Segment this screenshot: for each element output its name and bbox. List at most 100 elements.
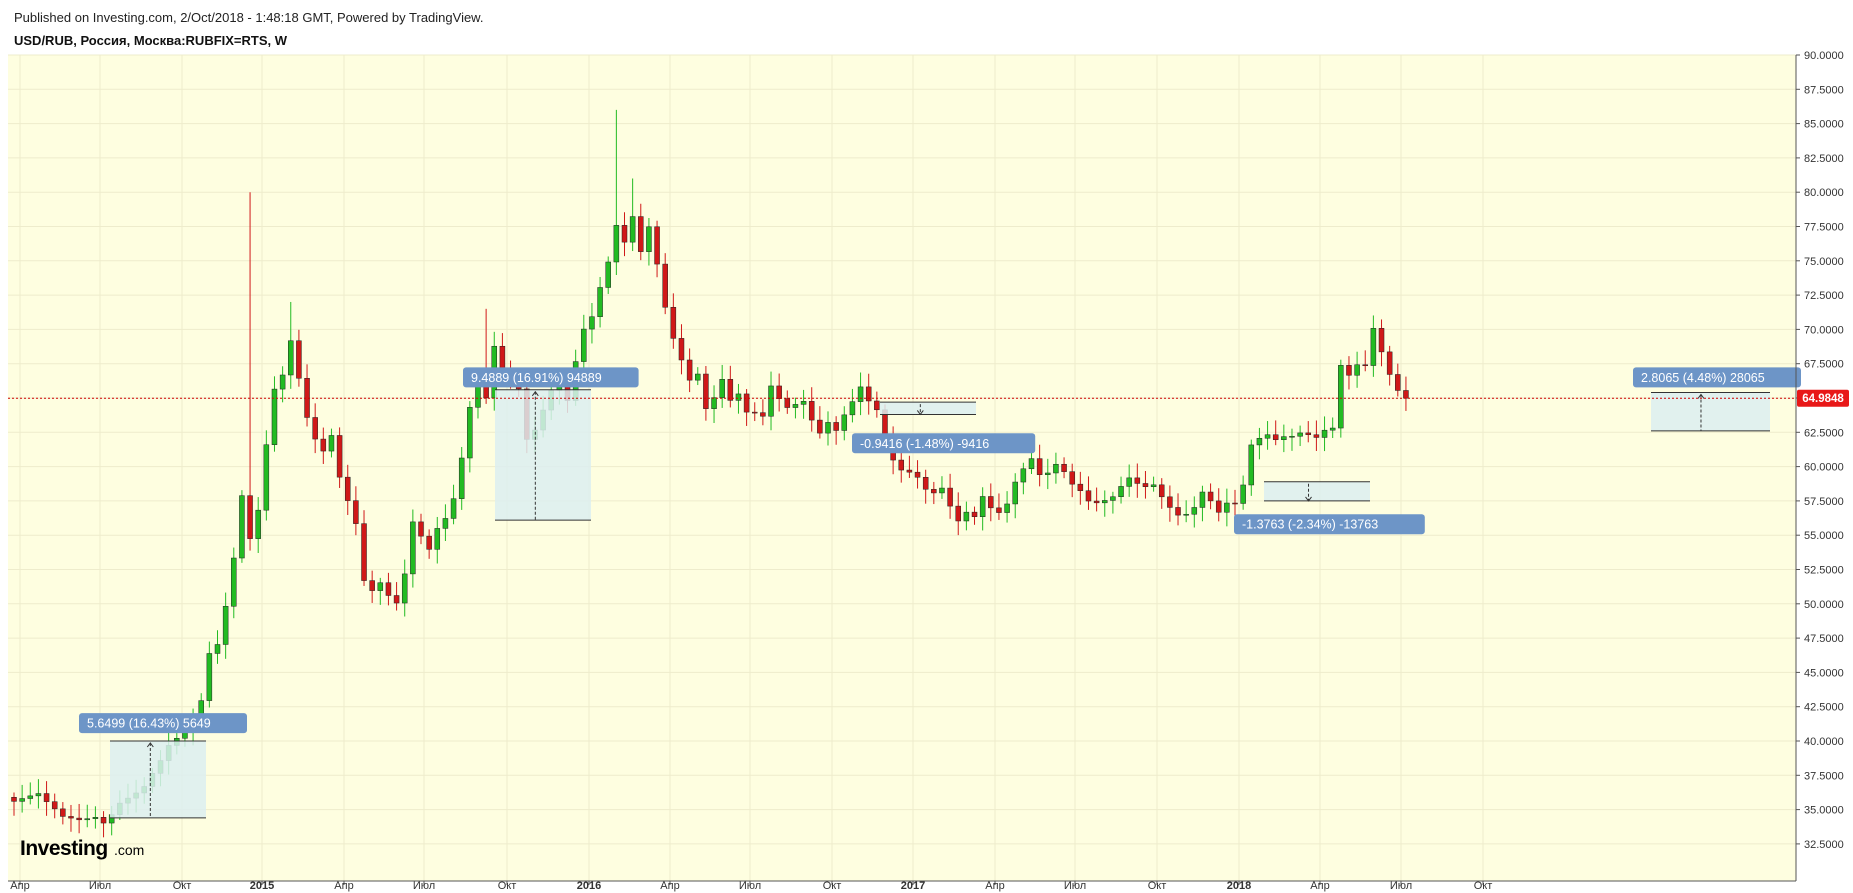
candle-body — [1272, 434, 1279, 440]
range-arrowhead — [1697, 393, 1705, 399]
y-tick-label: 32.5000 — [1804, 839, 1844, 851]
candle-body — [68, 816, 74, 819]
candle-body — [589, 316, 595, 330]
candle-body — [1240, 484, 1246, 504]
candle-body — [1248, 444, 1255, 486]
candle-body — [1061, 463, 1067, 472]
candle-body — [92, 817, 99, 819]
candle-body — [60, 808, 66, 817]
range-measure: -0.9416 (-1.48%) -9416 — [852, 401, 1036, 454]
y-tick-label: 45.0000 — [1804, 667, 1844, 679]
annotation-label: 5.6499 (16.43%) 5649 — [87, 717, 211, 731]
candle-body — [735, 393, 742, 401]
candle-body — [768, 385, 774, 417]
candle-body — [1069, 471, 1075, 485]
candle-body — [849, 401, 856, 416]
candle-body — [1004, 503, 1010, 513]
candle-body — [1085, 490, 1092, 502]
candle-body — [393, 595, 400, 604]
candle-body — [654, 226, 660, 265]
candle-body — [621, 225, 628, 243]
x-tick-label: 2018 — [1227, 880, 1251, 892]
candle-body — [51, 801, 58, 810]
candle-body — [751, 411, 758, 414]
candle-body — [581, 328, 587, 362]
y-tick-label: 35.0000 — [1804, 805, 1844, 817]
y-tick-label: 50.0000 — [1804, 599, 1844, 611]
y-tick-label: 67.5000 — [1804, 359, 1844, 371]
candle-body — [931, 489, 937, 494]
candle-body — [320, 438, 327, 452]
candle-body — [1354, 364, 1360, 376]
candle-body — [1378, 328, 1385, 353]
candle-body — [353, 500, 359, 524]
candle-body — [263, 444, 270, 511]
candle-body — [1313, 434, 1320, 438]
y-tick-label: 57.5000 — [1804, 496, 1844, 508]
candle-body — [629, 216, 636, 243]
range-fill — [1651, 392, 1770, 431]
annotation-label: -1.3763 (-2.34%) -13763 — [1242, 518, 1378, 532]
y-tick-label: 87.5000 — [1804, 84, 1844, 96]
y-tick-label: 82.5000 — [1804, 153, 1844, 165]
annotation-label: -0.9416 (-1.48%) -9416 — [860, 437, 989, 451]
candle-body — [328, 435, 335, 452]
candle-body — [1338, 365, 1344, 429]
candle-body — [1289, 435, 1295, 438]
candle-body — [988, 496, 994, 509]
y-tick-label: 90.0000 — [1804, 50, 1844, 62]
candle-body — [1329, 427, 1336, 431]
candle-body — [1305, 432, 1312, 435]
candle-body — [43, 793, 50, 802]
annotation-box — [852, 433, 1036, 454]
range-measure: 5.6499 (16.43%) 5649 — [79, 713, 247, 819]
range-arrowhead — [531, 390, 539, 397]
y-tick-label: 55.0000 — [1804, 530, 1844, 542]
candle-body — [784, 398, 791, 408]
annotation-label: 2.8065 (4.48%) 28065 — [1641, 371, 1765, 385]
candle-body — [288, 340, 294, 376]
x-tick-label: 2017 — [901, 880, 925, 892]
candle-body — [678, 338, 685, 361]
range-fill — [1264, 481, 1370, 501]
y-tick-label: 85.0000 — [1804, 119, 1844, 131]
candle-body — [1045, 472, 1051, 475]
range-measure: -1.3763 (-2.34%) -13763 — [1234, 481, 1425, 535]
svg-text:Investing: Investing — [20, 837, 108, 860]
candle-body — [410, 521, 416, 575]
candle-body — [1134, 477, 1141, 484]
candle-body — [1346, 365, 1352, 376]
candle-body — [638, 216, 644, 252]
published-line: Published on Investing.com, 2/Oct/2018 -… — [14, 10, 484, 25]
candle-body — [979, 496, 986, 517]
candle-body — [776, 385, 782, 399]
x-tick-label: Окт — [173, 880, 192, 892]
candle-body — [344, 476, 351, 501]
x-tick-label: Окт — [498, 880, 517, 892]
symbol-title: USD/RUB, Россия, Москва:RUBFIX=RTS, W — [14, 33, 288, 48]
range-arrowhead — [916, 410, 924, 416]
x-tick-label: Июл — [1390, 880, 1412, 892]
candle-body — [11, 797, 17, 802]
candle-body — [1077, 483, 1084, 491]
candle-body — [1053, 463, 1059, 474]
candle-body — [1183, 513, 1189, 516]
y-tick-label: 37.5000 — [1804, 770, 1844, 782]
x-tick-label: Июл — [1064, 880, 1086, 892]
candle-body — [1110, 496, 1116, 501]
y-tick-label: 62.5000 — [1804, 427, 1844, 439]
candle-body — [646, 226, 652, 252]
candle-body — [906, 469, 913, 473]
candle-body — [467, 407, 473, 459]
candle-body — [1224, 502, 1230, 513]
candle-body — [833, 422, 839, 431]
candle-body — [239, 495, 245, 559]
x-tick-label: Июл — [89, 880, 111, 892]
candle-body — [1175, 507, 1181, 516]
candle-body — [1199, 491, 1206, 508]
candle-body — [1207, 491, 1214, 502]
candle-body — [857, 386, 864, 402]
x-tick-label: Апр — [334, 880, 353, 892]
x-tick-label: Окт — [1474, 880, 1493, 892]
